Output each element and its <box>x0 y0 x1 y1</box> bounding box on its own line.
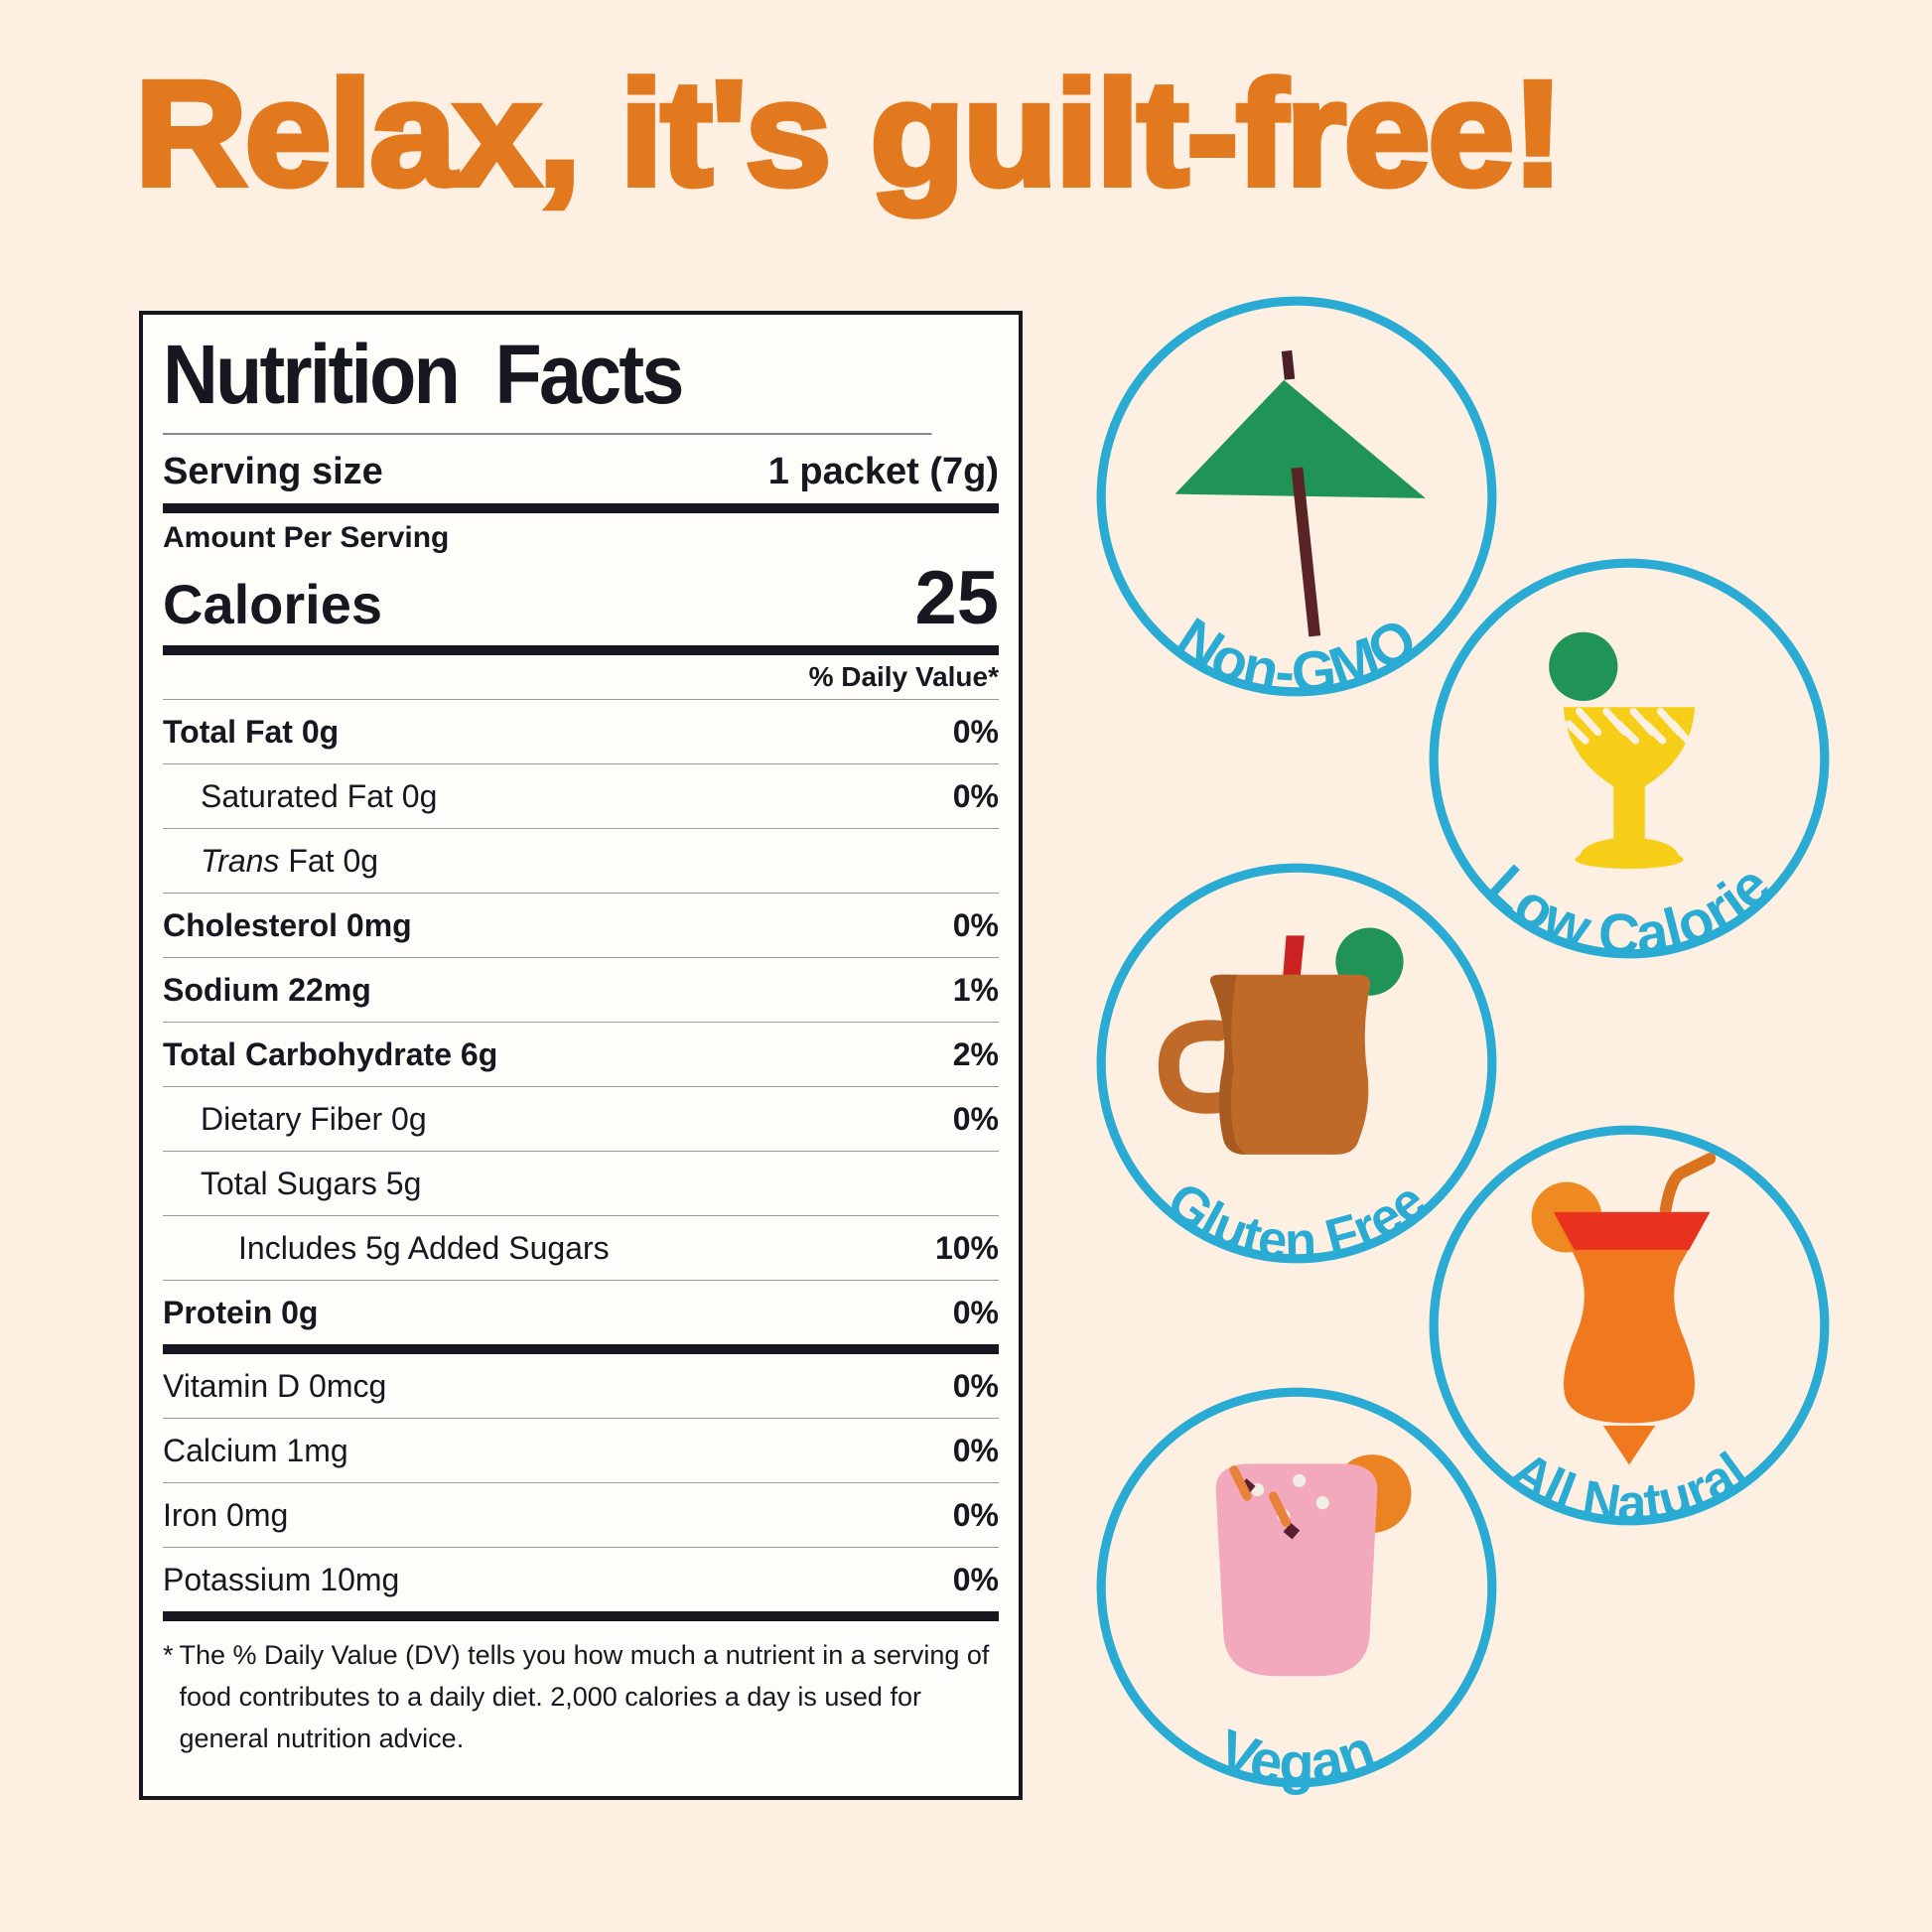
svg-text:Vegan: Vegan <box>1210 1718 1383 1795</box>
